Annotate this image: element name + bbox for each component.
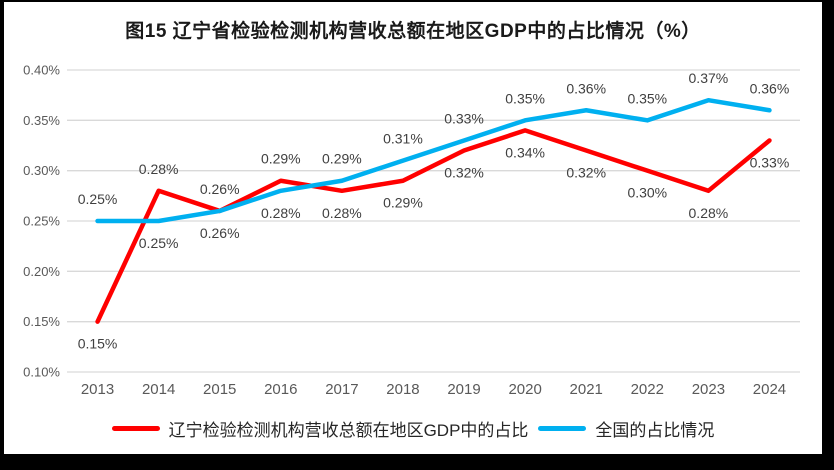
series-line-national xyxy=(95,97,772,224)
x-axis-year-label: 2021 xyxy=(570,381,603,398)
series-line-liaoning xyxy=(95,128,772,324)
data-point-label: 0.37% xyxy=(689,70,729,86)
data-point-label: 0.36% xyxy=(566,80,606,96)
data-point-label: 0.30% xyxy=(627,185,667,201)
x-axis-year-label: 2024 xyxy=(753,381,786,398)
chart-canvas: 0.10% 0.15% 0.20% 0.25% 0.30% 0.35% 0.40% 2013 2… xyxy=(4,2,822,454)
data-point-label: 0.26% xyxy=(200,181,240,197)
chart-legend: 辽宁检验检测机构营收总额在地区GDP中的占比 全国的占比情况 xyxy=(4,416,822,441)
x-axis-year-label: 2015 xyxy=(203,381,236,398)
legend-item-national: 全国的占比情况 xyxy=(538,416,714,441)
data-point-label: 0.29% xyxy=(383,195,423,211)
line-chart-plot: 0.10% 0.15% 0.20% 0.25% 0.30% 0.35% 0.40% 2013 2… xyxy=(23,63,800,398)
data-point-label: 0.25% xyxy=(78,191,118,207)
x-axis-year-label: 2020 xyxy=(508,381,541,398)
legend-line-swatch-blue xyxy=(538,426,587,431)
data-point-label: 0.31% xyxy=(383,131,423,147)
x-axis-year-label: 2022 xyxy=(631,381,664,398)
x-axis-year-label: 2018 xyxy=(386,381,419,398)
data-point-label: 0.29% xyxy=(322,151,362,167)
data-point-label: 0.34% xyxy=(505,144,545,160)
x-axis-year-label: 2013 xyxy=(81,381,114,398)
legend-label-national: 全国的占比情况 xyxy=(595,421,715,440)
y-axis-tick-label: 0.10% xyxy=(23,365,60,380)
data-point-label: 0.33% xyxy=(444,110,484,126)
data-point-label: 0.28% xyxy=(261,205,301,221)
data-point-label: 0.29% xyxy=(261,151,301,167)
data-point-label: 0.28% xyxy=(322,205,362,221)
x-axis-year-label: 2019 xyxy=(447,381,480,398)
data-point-label: 0.15% xyxy=(78,336,118,352)
data-point-label: 0.25% xyxy=(139,235,179,251)
data-point-label: 0.28% xyxy=(689,205,729,221)
data-point-label: 0.32% xyxy=(566,165,606,181)
legend-line-swatch-red xyxy=(111,426,160,431)
legend-item-liaoning: 辽宁检验检测机构营收总额在地区GDP中的占比 xyxy=(111,416,529,441)
data-point-label: 0.26% xyxy=(200,225,240,241)
chart-title: 图15 辽宁省检验检测机构营收总额在地区GDP中的占比情况（%） xyxy=(125,21,701,42)
x-axis-year-label: 2016 xyxy=(264,381,297,398)
y-axis-tick-label: 0.40% xyxy=(23,63,60,78)
data-point-label: 0.33% xyxy=(750,154,790,170)
y-axis-tick-label: 0.30% xyxy=(23,163,60,178)
data-point-label: 0.35% xyxy=(505,90,545,106)
data-point-label: 0.35% xyxy=(627,90,667,106)
data-point-label: 0.28% xyxy=(139,161,179,177)
y-axis-tick-label: 0.25% xyxy=(23,214,60,229)
y-axis-tick-label: 0.20% xyxy=(23,264,60,279)
data-point-label: 0.32% xyxy=(444,165,484,181)
y-axis-tick-label: 0.35% xyxy=(23,113,60,128)
x-axis-year-label: 2017 xyxy=(325,381,358,398)
y-axis-tick-label: 0.15% xyxy=(23,314,60,329)
x-axis-year-label: 2014 xyxy=(142,381,175,398)
data-point-label: 0.36% xyxy=(750,80,790,96)
legend-label-liaoning: 辽宁检验检测机构营收总额在地区GDP中的占比 xyxy=(168,421,529,440)
x-axis-year-label: 2023 xyxy=(692,381,725,398)
